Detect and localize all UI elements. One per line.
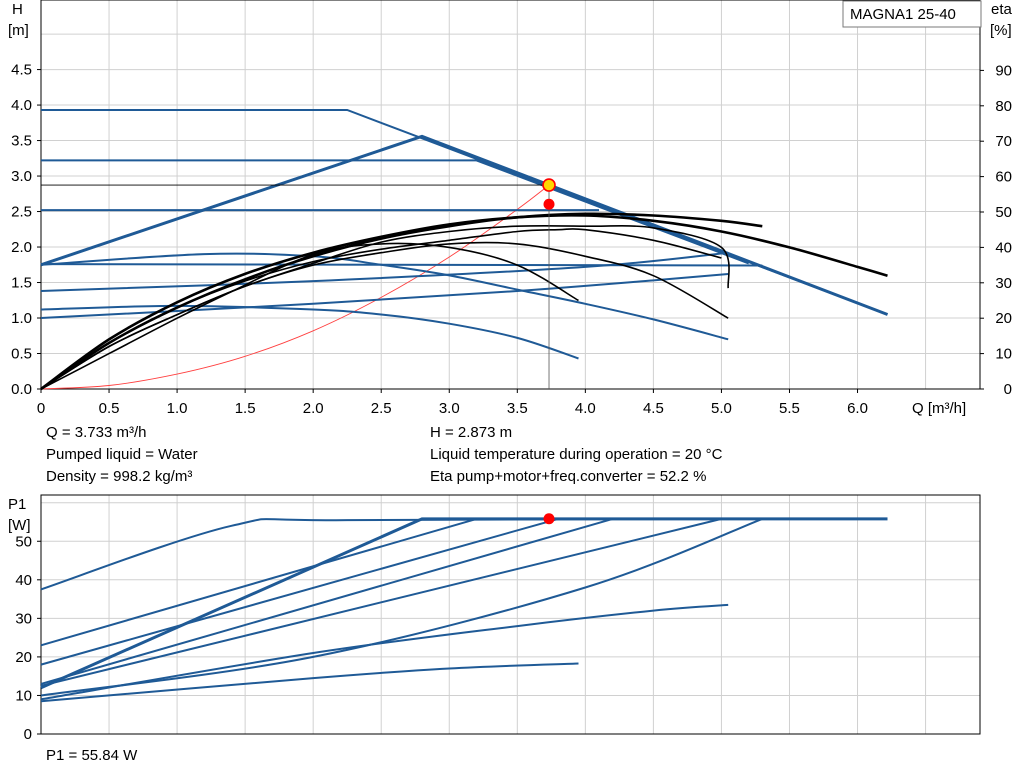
p1-operating-point: [543, 513, 555, 525]
q-tick-label: 4.5: [643, 400, 664, 417]
h-tick-label: 2.5: [11, 204, 32, 221]
pump-curve: [40, 263, 763, 267]
q-readout: Q = 3.733 m³/h: [46, 424, 147, 441]
lower-grid: [40, 494, 981, 735]
lower-y-ticks: 0 10 20 30 40 50: [15, 533, 41, 743]
upper-y-ticks: 0.0 0.5 1.0 1.5 2.0 2.5 3.0 3.5 4.0 4.5: [11, 62, 41, 398]
p1-tick-label: 10: [15, 687, 32, 704]
q-tick-label: 0: [37, 400, 45, 417]
h-tick-label: 1.0: [11, 310, 32, 327]
eta-tick-label: 20: [995, 310, 1012, 327]
h-tick-label: 0.5: [11, 346, 32, 363]
upper-series: [40, 109, 889, 391]
eta-curve: [40, 241, 729, 390]
p1-tick-label: 0: [24, 726, 32, 743]
p1-curve: [40, 517, 559, 666]
upper-grid: [40, 0, 981, 390]
upper-x-ticks: 0 0.5 1.0 1.5 2.0 2.5 3.0 3.5 4.0 4.5 5.0 5.5 6.0: [37, 389, 868, 417]
p1-axis-title: P1: [8, 496, 26, 513]
h-tick-label: 3.0: [11, 168, 32, 185]
upper-marks: [41, 178, 556, 389]
q-tick-label: 3.5: [507, 400, 528, 417]
h-readout: H = 2.873 m: [430, 424, 513, 441]
model-label-box: [842, 0, 982, 28]
q-tick-label: 5.5: [779, 400, 800, 417]
p1-axis-unit: [W]: [8, 517, 31, 534]
eta-total-readout: Eta pump+motor+freq.converter = 52.2 %: [430, 468, 707, 485]
eta-tick-label: 50: [995, 204, 1012, 221]
eta-tick-label: 30: [995, 275, 1012, 292]
model-label: MAGNA1 25-40: [850, 6, 956, 23]
p1-readout: P1 = 55.84 W: [46, 747, 138, 764]
pump-curve: [40, 252, 729, 341]
h-axis-title: H: [12, 1, 23, 18]
q-tick-label: 6.0: [847, 400, 868, 417]
q-axis-title: Q [m³/h]: [912, 400, 966, 417]
eta-curve: [40, 228, 722, 390]
eta-tick-label: 40: [995, 239, 1012, 256]
q-tick-label: 4.0: [575, 400, 596, 417]
q-tick-label: 3.0: [439, 400, 460, 417]
eta-axis-unit: [%]: [990, 22, 1012, 39]
p1-curve: [40, 517, 722, 687]
pump-curve: [40, 251, 729, 292]
density-readout: Density = 998.2 kg/m³: [46, 468, 193, 485]
p1-curve: [40, 517, 888, 690]
upper-frame: [40, 0, 981, 390]
pump-curve: [40, 273, 729, 319]
p1-tick-label: 50: [15, 533, 32, 550]
q-tick-label: 2.5: [371, 400, 392, 417]
p1-curve: [40, 662, 579, 703]
p1-tick-label: 20: [15, 649, 32, 666]
eta-curve: [40, 214, 888, 391]
h-tick-label: 4.0: [11, 97, 32, 114]
system-curve: [40, 184, 550, 390]
p1-curve: [40, 517, 888, 591]
q-tick-label: 1.0: [167, 400, 188, 417]
eta-tick-label: 90: [995, 62, 1012, 79]
h-tick-label: 4.5: [11, 62, 32, 79]
q-tick-label: 1.5: [235, 400, 256, 417]
pump-curve-max: [40, 134, 889, 316]
h-tick-label: 3.5: [11, 133, 32, 150]
eta-axis-title: eta: [991, 1, 1013, 18]
eta-tick-label: 70: [995, 133, 1012, 150]
h-tick-label: 2.0: [11, 239, 32, 256]
lower-frame: [40, 494, 981, 735]
p1-curve: [40, 517, 763, 697]
upper-y2-ticks: 0 10 20 30 40 50 60 70 80 90: [980, 62, 1012, 398]
p1-curve: [40, 517, 613, 685]
p1-curve: [40, 517, 477, 647]
q-tick-label: 0.5: [99, 400, 120, 417]
h-axis-unit: [m]: [8, 22, 29, 39]
h-tick-label: 0.0: [11, 381, 32, 398]
pump-curve: [40, 304, 579, 360]
eta-tick-label: 10: [995, 346, 1012, 363]
eta-curve: [40, 224, 730, 390]
eta-curve: [40, 242, 579, 390]
h-operating-point: [542, 178, 556, 192]
eta-tick-label: 80: [995, 98, 1012, 115]
eta-operating-point: [543, 198, 555, 210]
q-tick-label: 5.0: [711, 400, 732, 417]
p1-tick-label: 30: [15, 610, 32, 627]
eta-tick-label: 60: [995, 169, 1012, 186]
q-tick-label: 2.0: [303, 400, 324, 417]
liquid-temp-readout: Liquid temperature during operation = 20…: [430, 446, 723, 463]
p1-tick-label: 40: [15, 572, 32, 589]
h-tick-label: 1.5: [11, 275, 32, 292]
p1-curve: [40, 603, 729, 701]
lower-series: [40, 517, 888, 703]
eta-tick-label: 0: [1004, 381, 1012, 398]
pumped-liquid-readout: Pumped liquid = Water: [46, 446, 198, 463]
lower-marks: [543, 513, 555, 525]
